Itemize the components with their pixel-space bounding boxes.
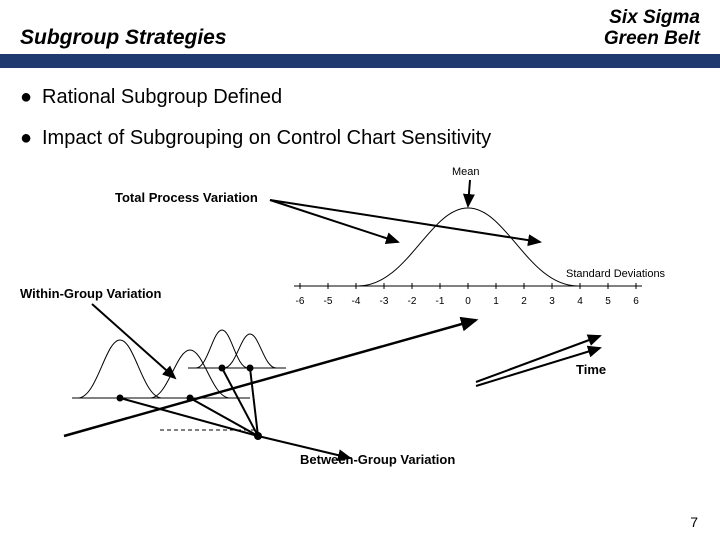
axis-tick: 5 <box>600 296 616 307</box>
axis-tick: -1 <box>432 296 448 307</box>
axis-tick: -6 <box>292 296 308 307</box>
axis-tick: 4 <box>572 296 588 307</box>
bullet-1: ●Rational Subgroup Defined <box>20 86 720 109</box>
axis-tick: 3 <box>544 296 560 307</box>
axis-tick: -3 <box>376 296 392 307</box>
bullet-2: ●Impact of Subgrouping on Control Chart … <box>20 127 720 150</box>
axis-tick: 6 <box>628 296 644 307</box>
axis-tick: -4 <box>348 296 364 307</box>
slide-title: Subgroup Strategies <box>20 26 227 50</box>
title-bar <box>0 54 720 68</box>
axis-tick: -2 <box>404 296 420 307</box>
page-number: 7 <box>690 514 698 530</box>
brand-title: Six Sigma Green Belt <box>604 8 700 50</box>
axis-tick: 2 <box>516 296 532 307</box>
axis-tick: 1 <box>488 296 504 307</box>
axis-tick: -5 <box>320 296 336 307</box>
diagram: Total Process Variation Mean Standard De… <box>0 168 720 488</box>
diagram-svg <box>0 168 720 488</box>
axis-tick: 0 <box>460 296 476 307</box>
